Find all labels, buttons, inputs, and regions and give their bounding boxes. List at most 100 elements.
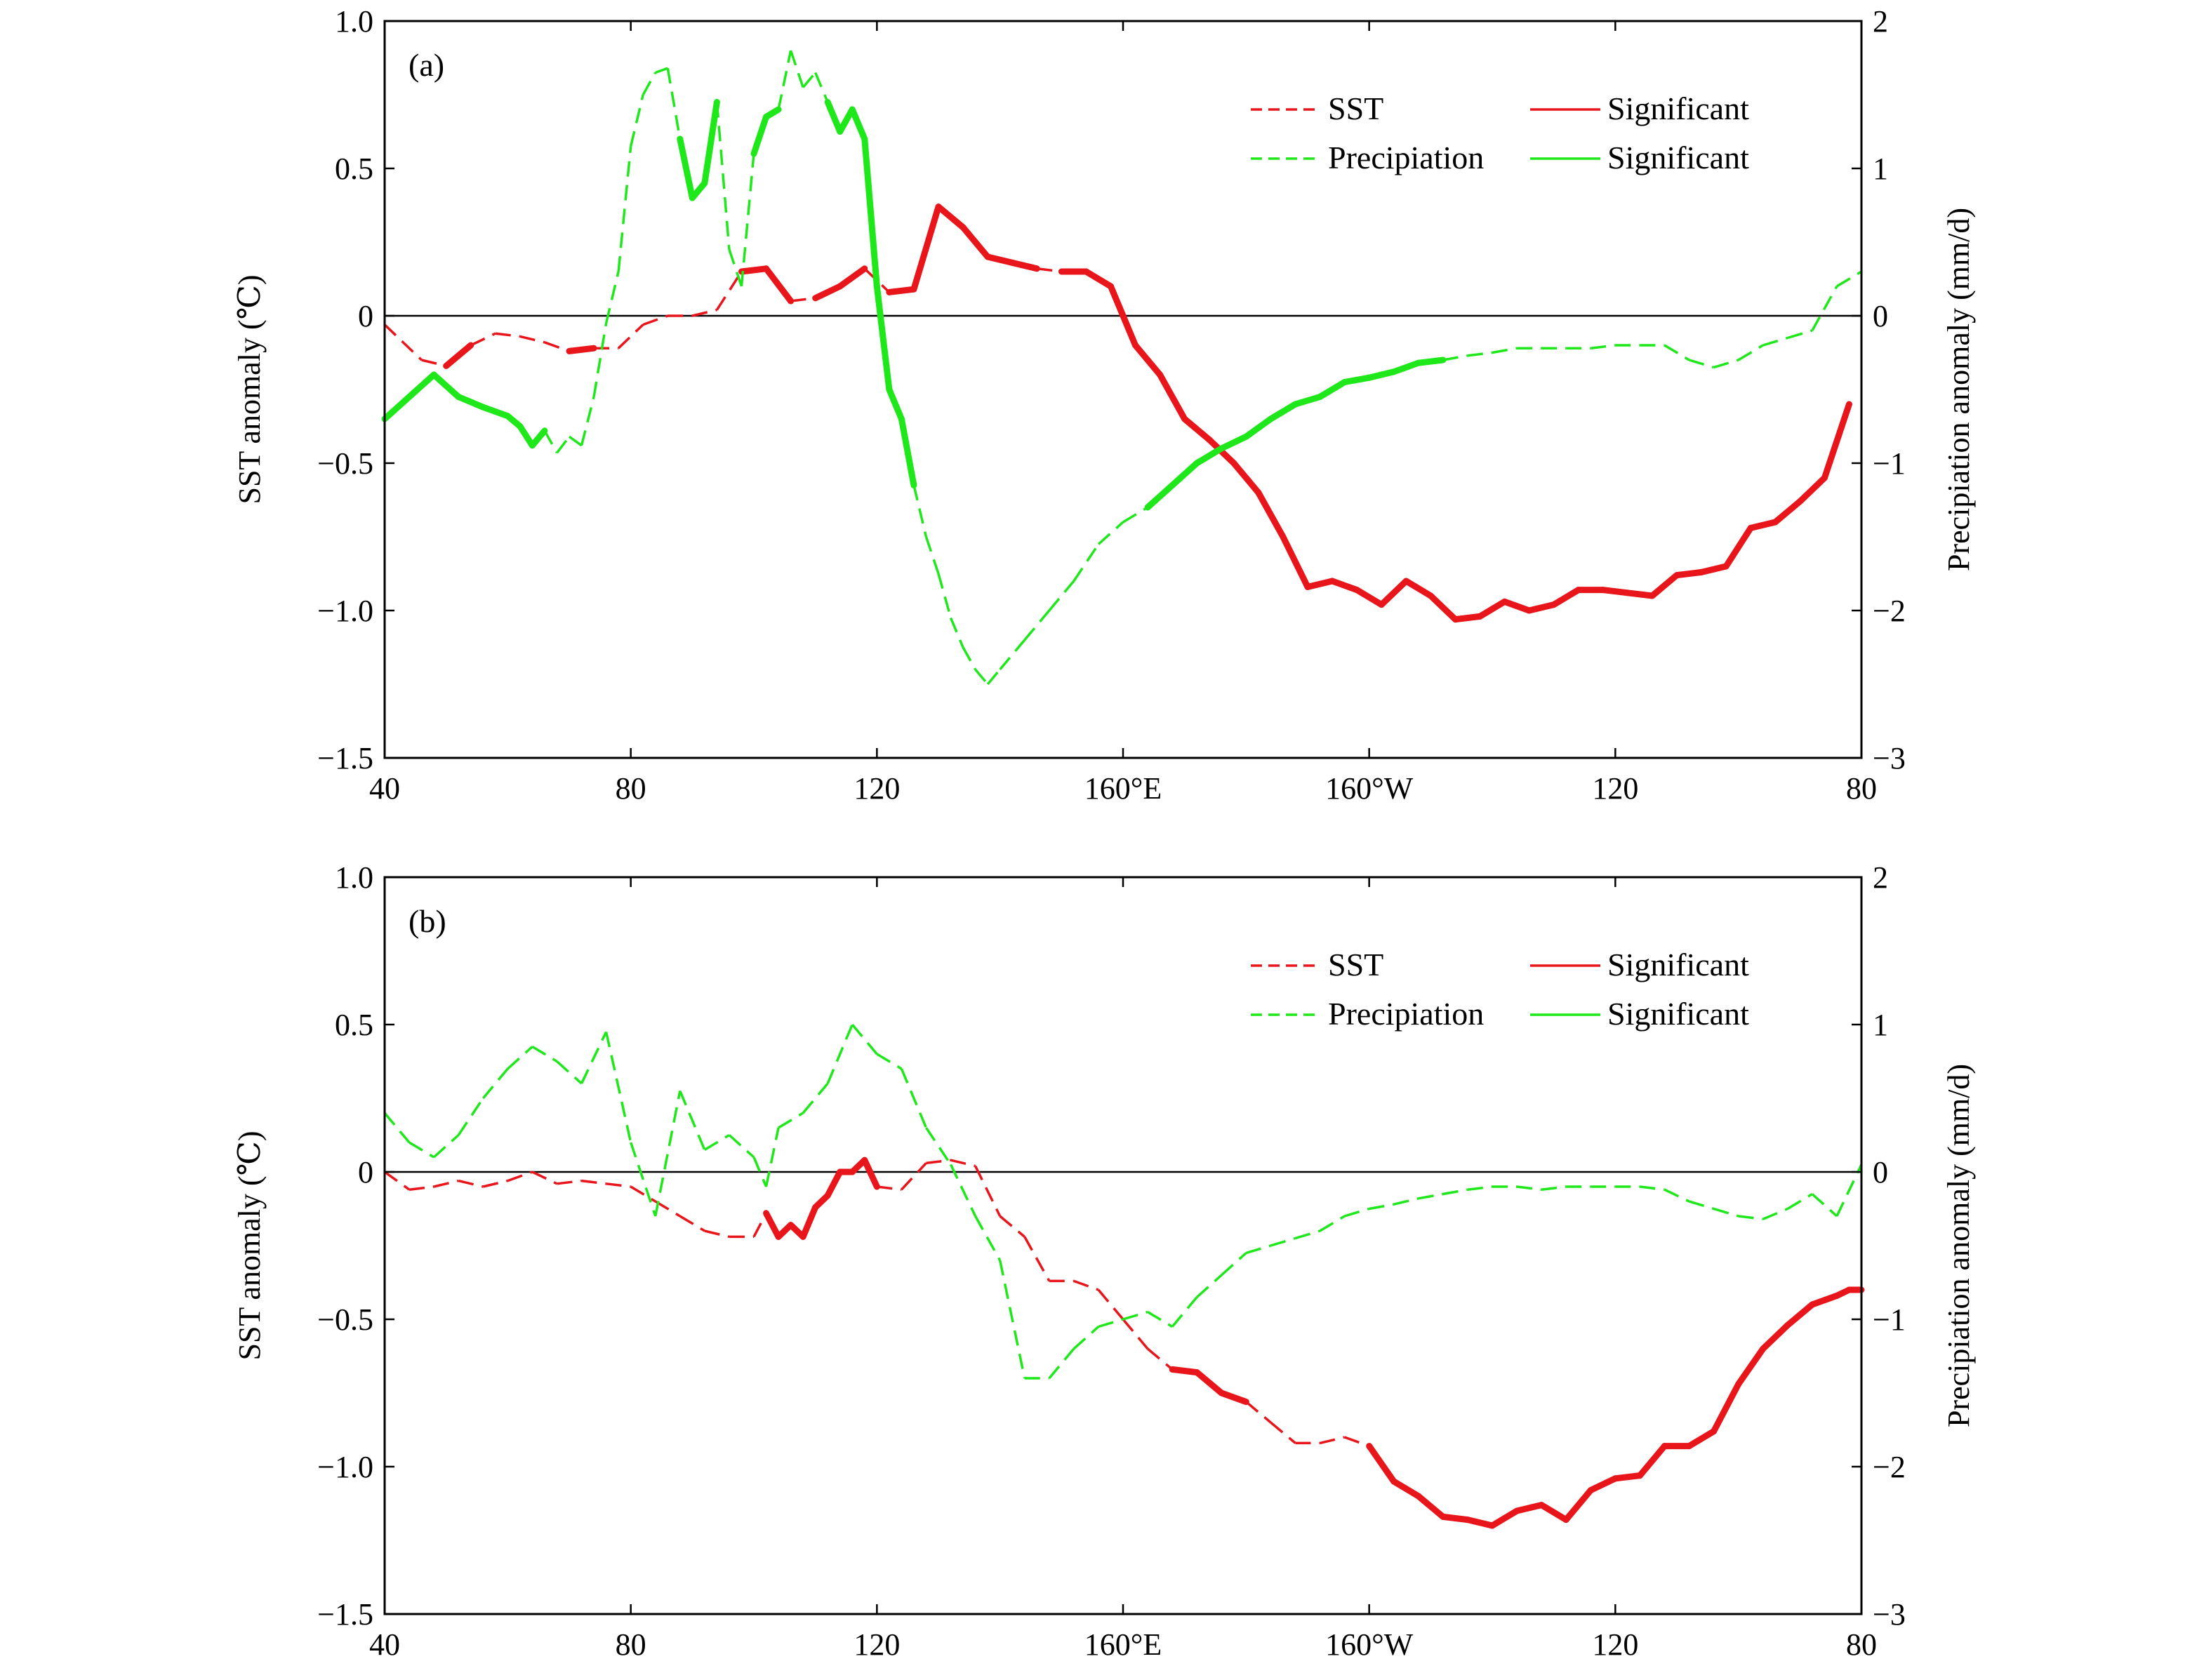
y-right-tick-label: −3	[1873, 1597, 1906, 1632]
precipitation-segment	[789, 50, 804, 88]
sst-segment-significant	[1427, 592, 1459, 623]
precipitation-segment	[1294, 1229, 1321, 1240]
x-tick-label: 80	[616, 1627, 646, 1662]
sst-segment-significant	[1378, 578, 1409, 608]
sst-segment-significant	[910, 204, 942, 293]
precipitation-segment-significant	[861, 135, 880, 290]
precipitation-segment	[507, 1046, 533, 1070]
sst-segment-significant	[1157, 371, 1188, 422]
sst-segment	[790, 297, 816, 302]
precipitation-segment	[826, 1024, 854, 1084]
sst-segment-significant	[1489, 1507, 1520, 1529]
precipitation-segment	[1467, 1185, 1493, 1191]
precipitation-segment	[1073, 1326, 1100, 1350]
sst-segment-significant	[1452, 613, 1483, 623]
sst-segment	[1270, 1421, 1296, 1444]
x-tick-label: 120	[854, 1627, 900, 1662]
precipitation-segment	[1492, 347, 1518, 354]
precipitation-segment	[900, 1068, 928, 1128]
panel-b: 40 80 120 160°E 160°W 120 801.00.50−0.5−1.0−1.…	[232, 860, 1976, 1662]
precipitation-segment	[752, 1156, 768, 1187]
y-right-tick-label: −2	[1873, 594, 1906, 628]
x-tick-label: 160°W	[1325, 1627, 1414, 1662]
precipitation-segment	[1171, 1296, 1198, 1328]
sst-segment-significant	[1551, 587, 1582, 608]
legend-precipitation-label: Precipiation	[1328, 140, 1484, 175]
sst-segment	[1245, 1401, 1272, 1424]
panel-a: 40 80 120 160°E 160°W 120 801.00.50−0.5−1.0−1.…	[232, 4, 1976, 806]
precipitation-segment-significant	[406, 371, 437, 400]
x-tick-label: 80	[616, 771, 646, 806]
precipitation-segment-significant	[689, 180, 708, 201]
sst-segment	[642, 314, 668, 326]
sst-segment-significant	[1440, 1513, 1471, 1524]
precipitation-segment	[604, 1032, 632, 1143]
precipitation-segment	[1541, 1185, 1567, 1191]
y-right-tick-label: −1	[1873, 1302, 1906, 1337]
sst-segment-significant	[1107, 283, 1139, 349]
precipitation-segment	[974, 668, 989, 686]
precipitation-segment	[666, 67, 682, 140]
precipitation-segment-significant	[837, 106, 856, 135]
sst-segment-significant	[1526, 601, 1558, 614]
sst-segment-significant	[960, 224, 991, 260]
precipitation-segment	[1344, 1207, 1370, 1218]
precipitation-segment-significant	[1366, 368, 1397, 381]
y-right-tick-label: 0	[1873, 299, 1888, 333]
sst-segment-significant	[1722, 524, 1754, 570]
sst-segment	[974, 1165, 1002, 1217]
precipitation-segment	[1689, 1200, 1715, 1211]
precipitation-segment	[1787, 329, 1813, 340]
precipitation-segment	[925, 1127, 952, 1166]
precipitation-segment	[728, 1134, 755, 1159]
x-tick-label: 80	[1846, 771, 1877, 806]
precipitation-segment-significant	[1144, 482, 1176, 511]
y-left-tick-label: −1.5	[317, 741, 373, 775]
precipitation-segment-significant	[1292, 394, 1324, 408]
y-left-tick-label: −1.5	[317, 1597, 373, 1632]
precipitation-segment	[728, 248, 743, 287]
precipitation-segment	[1270, 1236, 1296, 1247]
sst-segment	[617, 324, 644, 349]
precipitation-segment	[1811, 286, 1838, 331]
precipitation-segment	[1713, 359, 1739, 369]
sst-segment	[999, 1215, 1025, 1238]
precipitation-segment	[580, 396, 595, 446]
y-left-tick-label: 0	[358, 299, 373, 333]
sst-segment	[752, 1212, 768, 1238]
precipitation-segment	[802, 1082, 829, 1114]
y-right-tick-label: −3	[1873, 741, 1906, 775]
precipitation-segment	[1737, 344, 1764, 361]
sst-segment-significant	[763, 265, 795, 305]
precipitation-segment	[432, 1134, 460, 1159]
precipitation-segment-significant	[1169, 460, 1200, 488]
precipitation-segment	[778, 1112, 804, 1129]
precipitation-segment-significant	[824, 99, 844, 135]
y-left-tick-label: 0.5	[335, 152, 373, 186]
sst-segment	[1344, 1436, 1370, 1448]
precipitation-segment-significant	[1242, 415, 1274, 440]
precipitation-segment-significant	[1267, 401, 1299, 422]
precipitation-segment	[654, 1091, 682, 1217]
sst-segment	[1122, 1318, 1149, 1350]
sst-segment	[531, 1171, 558, 1185]
precipitation-segment	[556, 436, 571, 454]
precipitation-segment	[531, 1045, 558, 1063]
sst-segment	[409, 1185, 434, 1191]
sst-segment-significant	[1329, 578, 1360, 594]
precipitation-segment-significant	[381, 394, 413, 422]
sst-segment-significant	[1612, 1472, 1643, 1482]
sst-segment	[557, 1179, 582, 1185]
sst-segment-significant	[1415, 1493, 1447, 1520]
sst-segment-significant	[1390, 1478, 1422, 1500]
sst-segment	[421, 359, 447, 368]
x-tick-label: 40	[369, 1627, 400, 1662]
precipitation-segment	[604, 271, 620, 324]
precipitation-segment	[543, 429, 558, 454]
legend-precipitation-significant-label: Significant	[1607, 140, 1749, 175]
sst-segment	[1023, 1236, 1051, 1282]
precipitation-segment	[1418, 1192, 1444, 1200]
sst-segment	[1073, 1279, 1099, 1291]
precipitation-segment	[568, 435, 583, 447]
precipitation-segment	[715, 102, 731, 250]
